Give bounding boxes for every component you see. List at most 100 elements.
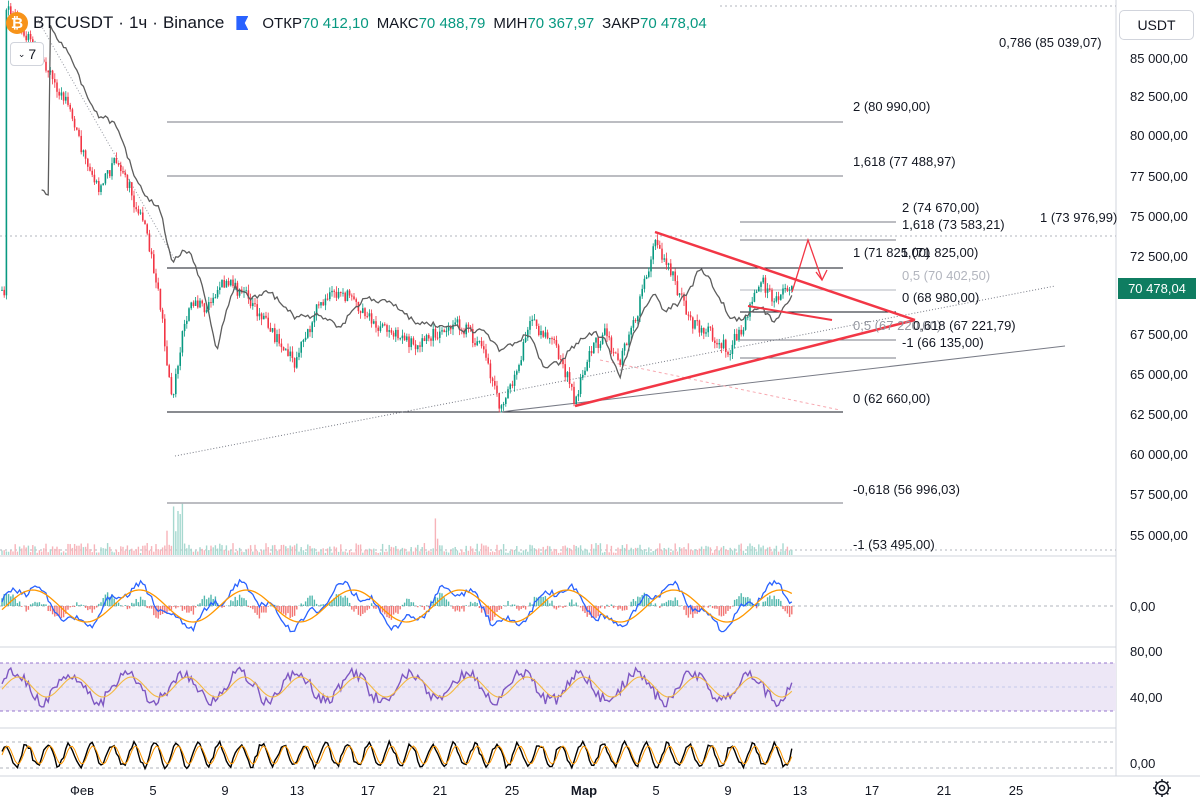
volume-bar (698, 548, 701, 555)
macd-hist-bar (67, 606, 69, 610)
candle-body (291, 351, 294, 359)
macd-hist-bar (562, 606, 564, 608)
candle-body (315, 304, 318, 316)
candle-body (23, 29, 25, 36)
volume-bar (731, 550, 734, 555)
candle-body (744, 317, 747, 330)
candle-body (177, 365, 179, 374)
candle-body (527, 329, 529, 338)
volume-bar (150, 546, 153, 555)
volume-bar (458, 552, 461, 555)
candle-body (157, 282, 159, 289)
symbol-name[interactable]: BTCUSDT (33, 13, 114, 32)
volume-bar (452, 548, 454, 555)
symbol-header[interactable]: ₿ BTCUSDT · 1ч · Binance ОТКР 70 412,10 … (6, 10, 715, 36)
macd-hist-bar (524, 606, 527, 610)
macd-hist-bar (549, 603, 551, 606)
macd-hist-bar (329, 601, 331, 606)
macd-hist-bar (718, 606, 720, 616)
volume-bar (788, 550, 791, 555)
volume-bar (38, 550, 41, 555)
candle-body (454, 322, 456, 325)
volume-bar (786, 546, 789, 555)
interval-label[interactable]: 1ч (128, 13, 148, 32)
candle-body (439, 331, 441, 338)
volume-bar (337, 551, 340, 555)
candle-body (373, 321, 375, 324)
candle-body (379, 326, 382, 331)
macd-hist-bar (791, 606, 793, 615)
volume-bar (494, 552, 496, 555)
candle-body (100, 185, 102, 193)
candle-body (1, 289, 3, 291)
indicators-toggle-button[interactable]: ⌄ 7 (10, 42, 44, 66)
macd-hist-bar (681, 605, 683, 606)
macd-hist-bar (280, 606, 283, 613)
candle-body (80, 135, 82, 153)
triangle-upper-line[interactable] (654, 230, 916, 322)
candle-body (597, 337, 599, 348)
volume-bar (511, 549, 514, 555)
currency-selector[interactable]: USDT (1119, 10, 1194, 40)
macd-hist-bar (82, 605, 85, 606)
candle-body (590, 351, 593, 354)
candle-body (586, 361, 588, 371)
settings-gear-icon[interactable] (1152, 778, 1172, 798)
volume-bar (183, 543, 186, 555)
candle-body (742, 329, 745, 335)
candle-body (692, 317, 694, 329)
candle-body (318, 304, 320, 306)
volume-bar (694, 549, 696, 555)
candle-body (555, 340, 558, 346)
volume-bar (524, 550, 527, 555)
volume-bar (245, 550, 247, 555)
macd-hist-bar (665, 601, 668, 606)
fib-label: 0,5 (67 220,00) (853, 318, 941, 333)
volume-bar (93, 544, 96, 555)
candle-body (230, 279, 232, 286)
projected-path-arrow[interactable] (791, 237, 823, 293)
volume-bar (324, 552, 327, 555)
price-axis-label: 75 000,00 (1130, 209, 1188, 224)
candle-body (568, 372, 571, 384)
small-red-line[interactable] (747, 305, 833, 321)
volume-bar (58, 549, 60, 555)
volume-bar (252, 551, 254, 555)
volume-bar (749, 543, 751, 555)
macd-hist-bar (725, 606, 727, 614)
macd-hist-bar (102, 597, 104, 606)
volume-bar (628, 549, 630, 555)
macd-hist-bar (667, 600, 670, 606)
volume-bar (661, 550, 663, 555)
macd-hist-bar (496, 606, 498, 612)
candle-body (564, 364, 566, 378)
long-trendline (37, 19, 176, 261)
volume-bar (392, 547, 395, 555)
flag-icon[interactable] (236, 16, 249, 30)
volume-bar (54, 548, 56, 555)
candle-body (249, 298, 252, 307)
candle-body (637, 316, 639, 322)
volume-bar (518, 551, 520, 555)
candle-body (304, 337, 307, 340)
volume-bar (274, 544, 276, 555)
volume-bar (650, 552, 652, 555)
triangle-lower-line[interactable] (574, 318, 916, 408)
volume-bar (62, 551, 65, 555)
macd-hist-bar (632, 599, 635, 606)
candle-body (520, 360, 522, 366)
macd-hist-bar (177, 606, 179, 608)
volume-bar (595, 543, 597, 555)
macd-hist-bar (32, 603, 34, 606)
volume-bar (744, 552, 747, 555)
candle-body (128, 182, 131, 188)
macd-hist-bar (463, 606, 465, 612)
fib-label: 0 (62 660,00) (853, 391, 930, 406)
volume-bar (579, 545, 582, 555)
macd-hist-bar (582, 606, 584, 612)
volume-bar (414, 547, 417, 555)
macd-hist-bar (155, 606, 157, 618)
candle-body (546, 332, 549, 339)
candle-body (738, 329, 740, 341)
